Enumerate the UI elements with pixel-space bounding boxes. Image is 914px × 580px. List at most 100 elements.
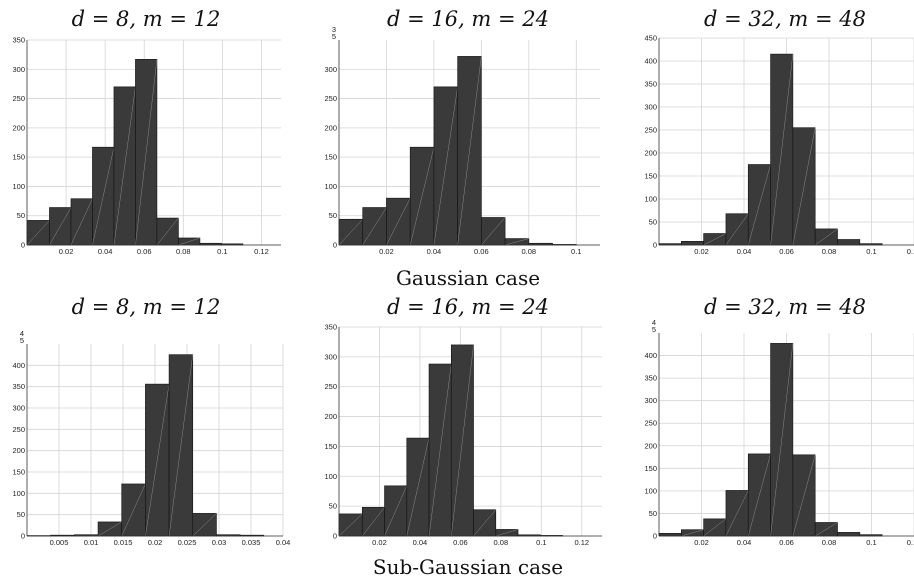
y-tick-label: 250 — [644, 126, 657, 135]
bar-hatch-line — [770, 343, 794, 537]
y-tick-label: 50 — [329, 211, 337, 220]
panel-title: d = 8, m = 12 — [72, 295, 221, 319]
bar-hatch-line — [725, 490, 749, 537]
corner-tick-fragment: 5 — [332, 32, 336, 41]
bar-hatch-line — [748, 453, 771, 537]
y-tick-label: 200 — [324, 412, 337, 421]
x-tick-label: 0.1 — [536, 538, 546, 547]
x-tick-label: 0.015 — [114, 538, 133, 547]
y-tick-label: 150 — [12, 153, 25, 162]
y-tick-label: 200 — [644, 149, 657, 158]
y-tick-label: 300 — [12, 404, 25, 413]
x-tick-label: 0.06 — [474, 247, 489, 256]
y-tick-label: 100 — [12, 182, 25, 191]
histogram-panel: d = 16, m = 24 0.02 0.04 0.06 0.08 0.1 0.12 0 50… — [324, 295, 602, 547]
y-tick-label: 150 — [324, 153, 337, 162]
y-tick-label: 250 — [12, 94, 25, 103]
x-tick-label: 0.12 — [907, 538, 914, 547]
x-tick-label: 0.06 — [779, 247, 794, 256]
bar-hatch-line — [703, 233, 727, 246]
y-tick-label: 50 — [649, 218, 657, 227]
y-tick-label: 150 — [644, 172, 657, 181]
y-tick-label: 0 — [21, 532, 25, 541]
bar-hatch-line — [92, 147, 115, 246]
x-tick-label: 0.12 — [574, 538, 589, 547]
bar-hatch-line — [97, 521, 122, 537]
x-tick-label: 0.08 — [822, 538, 837, 547]
x-tick-label: 0.025 — [178, 538, 197, 547]
bar-hatch-line — [406, 438, 430, 537]
corner-tick-fragment: 4 — [652, 318, 656, 327]
panel-title: d = 16, m = 24 — [387, 295, 549, 319]
histogram-panel: d = 8, m = 12 0.005 0.01 0.015 0.02 0.025 0.03… — [12, 295, 290, 547]
x-tick-label: 0.02 — [379, 247, 394, 256]
y-tick-label: 100 — [324, 472, 337, 481]
bar-hatch-line — [815, 228, 838, 246]
x-tick-label: 0.02 — [148, 538, 163, 547]
x-tick-label: 0.02 — [59, 247, 74, 256]
y-tick-label: 250 — [12, 425, 25, 434]
bar-hatch-line — [748, 164, 771, 246]
x-tick-label: 0.02 — [694, 538, 709, 547]
histogram-bar — [837, 239, 861, 246]
bar-hatch-line — [362, 207, 387, 246]
bar-hatch-line — [156, 217, 179, 246]
bar-hatch-line — [49, 207, 72, 246]
histogram-bar — [658, 532, 682, 537]
bar-hatch-line — [409, 147, 435, 246]
bar-hatch-line — [168, 354, 194, 537]
bar-hatch-line — [145, 384, 170, 537]
x-tick-label: 0.02 — [694, 247, 709, 256]
y-tick-label: 350 — [12, 382, 25, 391]
y-tick-label: 300 — [324, 352, 337, 361]
histogram-panel: d = 8, m = 12 0.02 0.04 0.06 0.08 0.1 0.12 0 50 1… — [12, 7, 281, 256]
y-tick-label: 300 — [644, 396, 657, 405]
x-tick-label: 0.04 — [276, 538, 291, 547]
bar-hatch-line — [362, 507, 385, 537]
bar-hatch-line — [428, 363, 452, 537]
bar-hatch-line — [386, 198, 411, 246]
panel-title: d = 16, m = 24 — [387, 7, 549, 31]
x-tick-label: 0.12 — [907, 247, 914, 256]
histogram-bar — [681, 241, 704, 246]
x-tick-label: 0.08 — [822, 247, 837, 256]
x-tick-label: 0.12 — [254, 247, 269, 256]
bar-hatch-line — [703, 518, 727, 537]
y-tick-label: 250 — [324, 382, 337, 391]
bar-hatch-line — [770, 54, 794, 246]
bar-hatch-line — [121, 483, 146, 537]
bar-hatch-line — [135, 59, 158, 246]
y-tick-label: 300 — [644, 103, 657, 112]
bar-hatch-line — [481, 217, 506, 246]
bar-hatch-line — [792, 454, 816, 537]
bar-hatch-line — [451, 344, 474, 537]
bar-hatch-line — [338, 513, 363, 537]
corner-tick-fragment: 3 — [332, 25, 336, 34]
y-tick-label: 50 — [649, 509, 657, 518]
x-tick-label: 0.04 — [427, 247, 442, 256]
x-tick-label: 0.04 — [737, 247, 752, 256]
x-tick-label: 0.04 — [737, 538, 752, 547]
x-tick-label: 0.1 — [217, 247, 227, 256]
panel-title: d = 8, m = 12 — [72, 7, 221, 31]
y-tick-label: 100 — [12, 489, 25, 498]
bar-hatch-line — [26, 220, 50, 246]
y-tick-label: 450 — [644, 34, 657, 43]
y-tick-label: 300 — [12, 65, 25, 74]
histogram-panel: d = 16, m = 24 0.02 0.04 0.06 0.08 0.1 0 50 100 1… — [324, 7, 600, 256]
bar-hatch-line — [473, 509, 496, 537]
corner-tick-fragment: 5 — [20, 336, 24, 345]
y-tick-label: 200 — [12, 446, 25, 455]
bar-hatch-line — [725, 213, 749, 246]
y-tick-label: 150 — [324, 442, 337, 451]
histogram-bar — [837, 532, 861, 537]
x-tick-label: 0.035 — [242, 538, 261, 547]
y-tick-label: 0 — [653, 241, 657, 250]
panel-title: d = 32, m = 48 — [704, 295, 866, 319]
bar-hatch-line — [70, 198, 93, 246]
y-tick-label: 0 — [333, 241, 337, 250]
y-tick-label: 250 — [644, 419, 657, 428]
x-tick-label: 0.08 — [522, 247, 537, 256]
histogram-panel: d = 32, m = 48 0.02 0.04 0.06 0.08 0.1 0.12 0 50… — [644, 295, 914, 547]
